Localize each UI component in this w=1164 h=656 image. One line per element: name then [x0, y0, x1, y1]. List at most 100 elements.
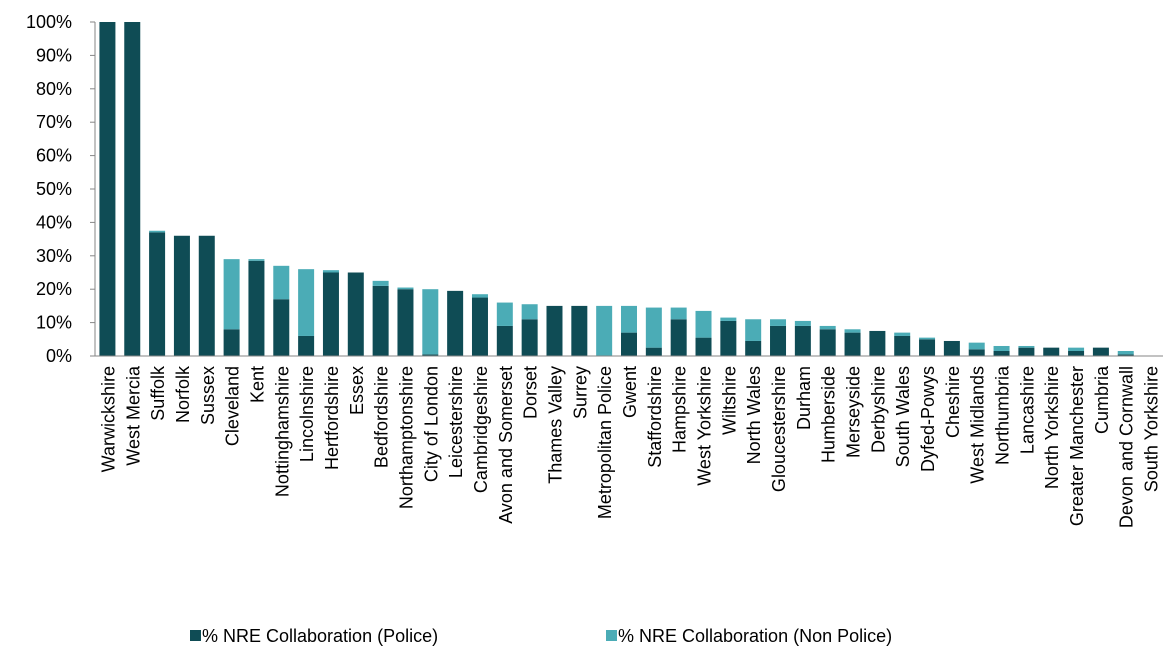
x-tick-label: Staffordshire — [645, 366, 665, 468]
bar-segment — [894, 332, 911, 336]
x-tick-label: Northumbria — [993, 365, 1013, 465]
y-tick-label: 10% — [36, 313, 72, 333]
x-tick-label: West Midlands — [968, 366, 988, 484]
x-tick-label: Essex — [347, 366, 367, 415]
x-tick-label: Greater Manchester — [1067, 366, 1087, 526]
x-tick-label: City of London — [421, 366, 441, 482]
bar-segment — [248, 259, 265, 261]
y-tick-label: 90% — [36, 45, 72, 65]
y-tick-label: 60% — [36, 146, 72, 166]
x-tick-label: Hampshire — [670, 366, 690, 453]
x-tick-label: Merseyside — [844, 366, 864, 458]
bar-segment — [223, 259, 240, 330]
bar-segment — [149, 232, 166, 356]
bar-segment — [770, 319, 787, 326]
bar-segment — [819, 325, 836, 330]
bar-segment — [670, 307, 687, 320]
bar-segment — [471, 297, 488, 356]
bar-segment — [1018, 345, 1035, 348]
bar-segment — [745, 340, 762, 356]
bar-segment — [471, 294, 488, 298]
y-tick-label: 30% — [36, 246, 72, 266]
bar-segment — [794, 320, 811, 326]
x-tick-label: Norfolk — [173, 365, 193, 423]
bar-segment — [695, 337, 712, 356]
bar-segment — [422, 289, 439, 355]
x-tick-label: Humberside — [819, 366, 839, 463]
bar-segment — [794, 325, 811, 356]
bar-segment — [645, 307, 662, 348]
bar-segment — [1068, 350, 1085, 356]
x-tick-label: Dorset — [521, 366, 541, 419]
bar-segment — [968, 349, 985, 356]
bar-segment — [1117, 350, 1134, 355]
bar-segment — [645, 347, 662, 356]
x-tick-label: Hertfordshire — [322, 366, 342, 470]
bar-segment — [198, 235, 215, 356]
x-tick-label: Kent — [247, 366, 267, 403]
bar-segment — [322, 272, 339, 356]
x-tick-label: South Wales — [893, 366, 913, 467]
bar-segment — [99, 22, 116, 356]
bar-segment — [919, 337, 936, 340]
x-tick-label: Wiltshire — [719, 366, 739, 435]
bar-segment — [447, 290, 464, 356]
bar-segment — [546, 305, 563, 356]
bar-segment — [770, 325, 787, 356]
x-tick-label: Cheshire — [943, 366, 963, 438]
bar-segment — [372, 280, 389, 286]
bar-segment — [124, 22, 141, 356]
bar-segment — [919, 339, 936, 356]
bar-segment — [621, 332, 637, 356]
x-tick-label: Cumbria — [1092, 365, 1112, 434]
y-tick-label: 40% — [36, 212, 72, 232]
bar-segment — [173, 235, 190, 356]
x-tick-label: Bedfordshire — [372, 366, 392, 468]
bar-segment — [1043, 347, 1060, 356]
x-tick-label: Sussex — [198, 366, 218, 425]
y-tick-label: 20% — [36, 279, 72, 299]
bar-segment — [571, 305, 588, 356]
x-tick-label: Derbyshire — [868, 366, 888, 453]
bar-segment — [298, 269, 315, 336]
x-tick-label: Gwent — [620, 366, 640, 418]
bar-segment — [248, 260, 265, 356]
bar-segment — [844, 332, 861, 356]
x-tick-label: West Yorkshire — [695, 366, 715, 486]
x-tick-label: West Mercia — [123, 365, 143, 466]
x-tick-label: Suffolk — [148, 365, 168, 421]
x-tick-label: Warwickshire — [98, 366, 118, 472]
y-tick-label: 100% — [26, 12, 72, 32]
bar-segment — [322, 270, 339, 273]
bar-segment — [670, 319, 687, 356]
x-tick-label: Dyfed-Powys — [918, 366, 938, 472]
bar-segment — [422, 354, 439, 356]
x-tick-label: Nottinghamshire — [272, 366, 292, 497]
x-tick-label: South Yorkshire — [1142, 366, 1162, 492]
bar-segment — [993, 350, 1010, 356]
bar-segment — [521, 319, 538, 356]
bar-segment — [596, 305, 613, 356]
x-tick-label: Lancashire — [1017, 366, 1037, 454]
bar-segment — [347, 272, 364, 356]
bar-segment — [1018, 347, 1035, 356]
x-tick-label: Cambridgeshire — [471, 366, 491, 493]
bar-segment — [819, 329, 836, 356]
bar-segment — [993, 345, 1010, 351]
bar-segment — [621, 305, 637, 333]
bar-segment — [273, 265, 290, 300]
legend-swatch — [606, 630, 617, 641]
bar-segment — [496, 302, 513, 326]
x-tick-label: Lincolnshire — [297, 366, 317, 462]
x-tick-label: Devon and Cornwall — [1117, 366, 1137, 528]
bar-segment — [844, 329, 861, 333]
x-tick-label: Northamptonshire — [396, 366, 416, 509]
bar-segment — [397, 287, 414, 290]
legend-label: % NRE Collaboration (Police) — [202, 626, 438, 646]
bar-segment — [372, 285, 389, 356]
bar-segment — [1117, 354, 1134, 356]
bar-segment — [894, 335, 911, 356]
y-tick-label: 70% — [36, 112, 72, 132]
bar-segment — [298, 335, 315, 356]
